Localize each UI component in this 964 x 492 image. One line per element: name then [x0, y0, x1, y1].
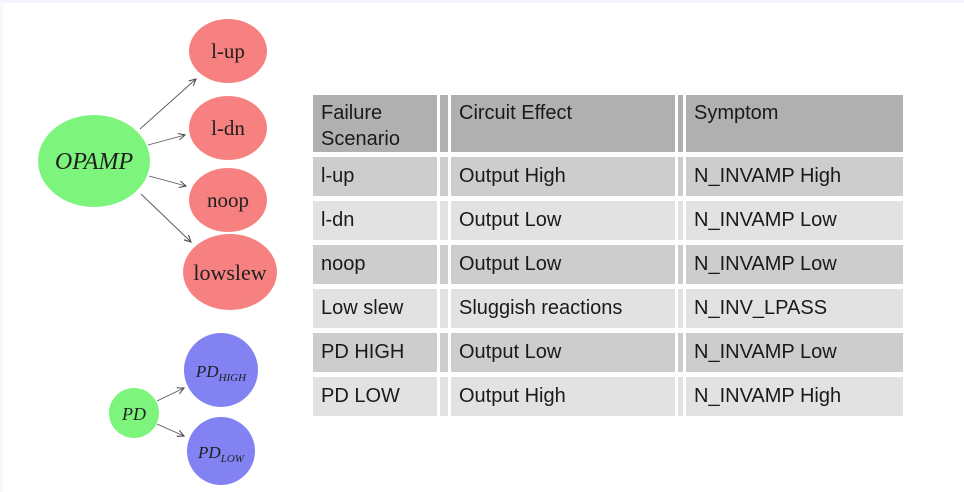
- pd-high-node-label: PDHIGH: [195, 362, 247, 384]
- spacer-cell: [678, 333, 683, 372]
- effect-cell: Sluggish reactions: [451, 289, 675, 328]
- spacer-cell: [678, 377, 683, 416]
- header-failure-scenario: Failure Scenario: [313, 95, 437, 152]
- lowslew-node-label: lowslew: [193, 260, 266, 285]
- lowslew-node: [183, 234, 277, 310]
- spacer-cell: [440, 289, 448, 328]
- fault-tree-diagram: OPAMP l-up l-dn noop lowslew PD PDHIGH P…: [38, 19, 277, 485]
- table-row: l-up Output High N_INVAMP High: [313, 157, 903, 196]
- ldn-node: [189, 96, 267, 160]
- header-circuit-effect: Circuit Effect: [451, 95, 675, 152]
- window-left-edge: [0, 0, 3, 492]
- symptom-cell: N_INVAMP Low: [686, 201, 903, 240]
- opamp-node: [38, 115, 150, 207]
- opamp-node-label: OPAMP: [55, 149, 134, 175]
- scenario-cell: PD HIGH: [313, 333, 437, 372]
- spacer-cell: [440, 377, 448, 416]
- symptom-cell: N_INVAMP Low: [686, 245, 903, 284]
- effect-cell: Output Low: [451, 201, 675, 240]
- arrow-opamp-ldn: [147, 133, 187, 146]
- symptom-cell: N_INV_LPASS: [686, 289, 903, 328]
- lup-node-label: l-up: [211, 39, 245, 63]
- arrow-opamp-lowslew: [140, 193, 192, 243]
- scenario-cell: PD LOW: [313, 377, 437, 416]
- pd-arrows: [156, 387, 186, 437]
- scenario-cell: l-dn: [313, 201, 437, 240]
- table-row: l-dn Output Low N_INVAMP Low: [313, 201, 903, 240]
- header-spacer: [440, 95, 448, 152]
- opamp-arrows: [139, 78, 197, 243]
- pd-node: [109, 388, 159, 438]
- symptom-cell: N_INVAMP High: [686, 377, 903, 416]
- spacer-cell: [678, 201, 683, 240]
- pd-high-node: [184, 333, 258, 407]
- pd-low-base: PD: [197, 443, 221, 462]
- pd-node-label: PD: [121, 404, 146, 424]
- table-header-row: Failure Scenario Circuit Effect Symptom: [313, 95, 903, 152]
- spacer-cell: [440, 245, 448, 284]
- pd-low-sub: LOW: [220, 453, 245, 465]
- header-symptom: Symptom: [686, 95, 903, 152]
- header-spacer: [678, 95, 683, 152]
- table-row: PD HIGH Output Low N_INVAMP Low: [313, 333, 903, 372]
- arrow-opamp-lup: [139, 78, 197, 130]
- spacer-cell: [440, 157, 448, 196]
- pd-low-node: [187, 417, 255, 485]
- spacer-cell: [440, 333, 448, 372]
- window-top-edge: [0, 0, 964, 3]
- effect-cell: Output High: [451, 157, 675, 196]
- lup-node: [189, 19, 267, 83]
- arrow-opamp-noop: [148, 175, 188, 188]
- pd-high-sub: HIGH: [218, 372, 248, 384]
- pd-low-node-label: PDLOW: [197, 443, 245, 465]
- spacer-cell: [440, 201, 448, 240]
- table-row: Low slew Sluggish reactions N_INV_LPASS: [313, 289, 903, 328]
- pd-high-base: PD: [195, 362, 219, 381]
- table-row: PD LOW Output High N_INVAMP High: [313, 377, 903, 416]
- scenario-cell: noop: [313, 245, 437, 284]
- symptom-cell: N_INVAMP Low: [686, 333, 903, 372]
- arrow-pd-low: [156, 423, 186, 437]
- ldn-node-label: l-dn: [211, 116, 245, 140]
- scenario-cell: Low slew: [313, 289, 437, 328]
- spacer-cell: [678, 289, 683, 328]
- symptom-cell: N_INVAMP High: [686, 157, 903, 196]
- noop-node-label: noop: [207, 188, 249, 212]
- spacer-cell: [678, 157, 683, 196]
- effect-cell: Output High: [451, 377, 675, 416]
- noop-node: [189, 168, 267, 232]
- effect-cell: Output Low: [451, 333, 675, 372]
- arrow-pd-high: [156, 387, 186, 402]
- spacer-cell: [678, 245, 683, 284]
- scenario-cell: l-up: [313, 157, 437, 196]
- failure-table: Failure Scenario Circuit Effect Symptom …: [310, 90, 906, 421]
- effect-cell: Output Low: [451, 245, 675, 284]
- table-row: noop Output Low N_INVAMP Low: [313, 245, 903, 284]
